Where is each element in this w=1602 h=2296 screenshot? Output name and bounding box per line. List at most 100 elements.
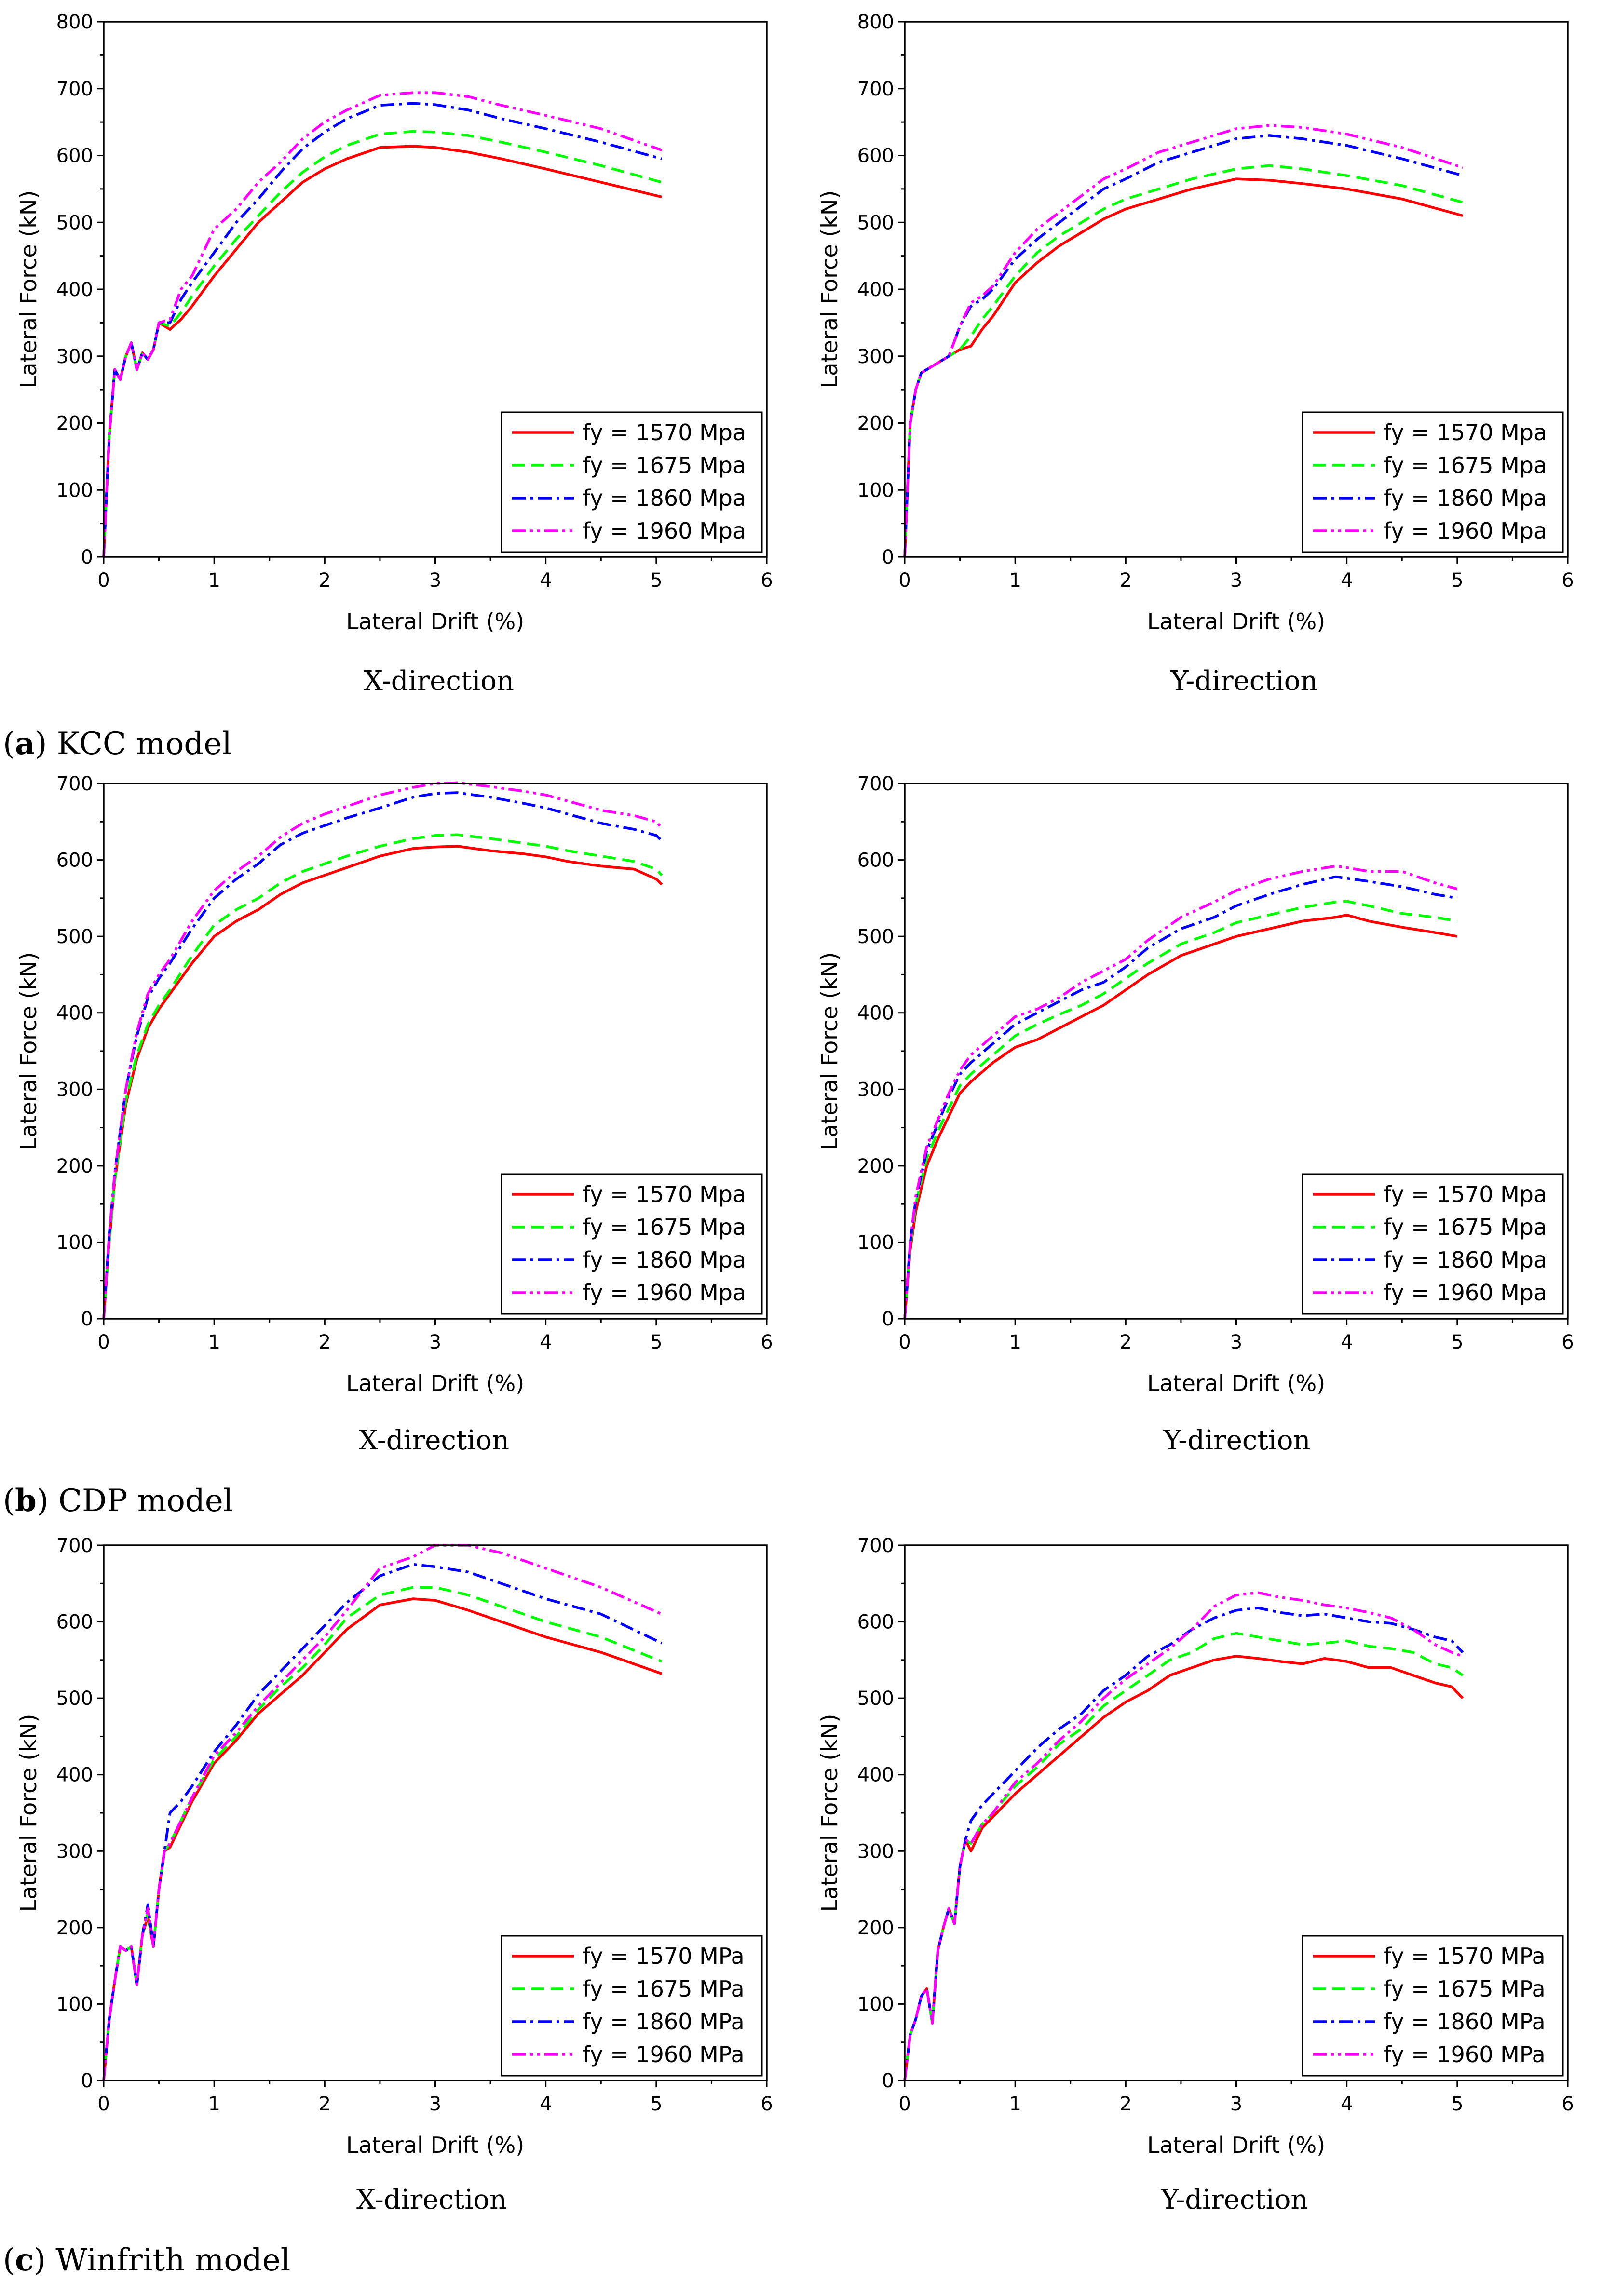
y-axis-title: Lateral Force (kN) [816, 952, 842, 1150]
y-axis-title: Lateral Force (kN) [15, 190, 41, 389]
legend-label: fy = 1570 Mpa [1384, 419, 1547, 446]
y-tick-label: 200 [857, 1917, 894, 1939]
x-tick-label: 5 [1451, 569, 1463, 592]
chart-a-x: 0 1 2 3 4 5 6 0 100 200 300 400 500 600 700 800 Lateral … [15, 11, 773, 635]
x-tick-label: 6 [760, 569, 773, 592]
legend-label: fy = 1860 Mpa [583, 485, 746, 511]
y-axis-title: Lateral Force (kN) [816, 190, 842, 389]
x-tick-label: 3 [1230, 569, 1242, 592]
direction-caption: X-direction [356, 2184, 507, 2215]
x-tick-label: 3 [1230, 1331, 1242, 1353]
x-tick-label: 4 [540, 569, 552, 592]
x-axis-title: Lateral Drift (%) [346, 1370, 524, 1396]
y-tick-label: 500 [857, 1688, 894, 1710]
y-tick-label: 600 [56, 1611, 93, 1634]
x-tick-label: 2 [319, 1331, 331, 1353]
panel-caption-a: (a) KCC model [3, 726, 232, 762]
series-line-3 [903, 124, 1464, 557]
x-tick-label: 0 [97, 2093, 109, 2115]
series-line-3 [102, 781, 663, 1319]
legend-label: fy = 1570 Mpa [583, 1181, 746, 1207]
y-axis-title: Lateral Force (kN) [816, 1714, 842, 1912]
series-line-3 [102, 1544, 663, 2081]
legend: fy = 1570 Mpa fy = 1675 Mpa fy = 1860 Mpa f… [1302, 411, 1564, 553]
direction-caption: Y-direction [1170, 665, 1318, 697]
y-tick-label: 700 [56, 78, 93, 100]
y-tick-label: 500 [56, 212, 93, 234]
legend-label: fy = 1860 MPa [583, 2009, 745, 2035]
legend-label: fy = 1675 Mpa [583, 1214, 746, 1240]
y-tick-label: 100 [857, 1993, 894, 2015]
x-tick-label: 6 [1561, 569, 1574, 592]
y-tick-label: 400 [857, 279, 894, 301]
x-axis-title: Lateral Drift (%) [1147, 1370, 1325, 1396]
x-tick-label: 4 [1341, 2093, 1353, 2115]
panel-letter: c [14, 2242, 34, 2278]
y-tick-label: 300 [857, 1840, 894, 1863]
chart-b-x: 0 1 2 3 4 5 6 0 100 200 300 400 500 600 700 Lateral Dri… [15, 773, 773, 1396]
y-tick-label: 0 [882, 1308, 894, 1330]
x-tick-label: 2 [1120, 569, 1132, 592]
y-axis-title: Lateral Force (kN) [15, 952, 41, 1150]
y-tick-label: 700 [56, 773, 93, 795]
legend-label: fy = 1860 Mpa [1384, 485, 1547, 511]
y-tick-label: 100 [56, 479, 93, 501]
x-tick-label: 2 [1120, 2093, 1132, 2115]
legend-label: fy = 1570 Mpa [1384, 1181, 1547, 1207]
series-line-1 [903, 900, 1458, 1319]
x-tick-label: 1 [208, 569, 220, 592]
legend-label: fy = 1960 Mpa [583, 1280, 746, 1306]
y-tick-label: 500 [857, 212, 894, 234]
series-line-1 [903, 164, 1464, 557]
y-tick-label: 200 [56, 1917, 93, 1939]
x-tick-label: 6 [760, 1331, 773, 1353]
panel-caption-b: (b) CDP model [3, 1483, 233, 1519]
x-tick-label: 1 [1009, 569, 1021, 592]
series-line-1 [102, 833, 663, 1319]
x-tick-label: 2 [319, 2093, 331, 2115]
y-axis-title: Lateral Force (kN) [15, 1714, 41, 1912]
direction-caption: Y-direction [1161, 2184, 1308, 2215]
y-tick-label: 100 [857, 479, 894, 501]
x-axis-title: Lateral Drift (%) [1147, 608, 1325, 635]
y-tick-label: 600 [857, 145, 894, 167]
x-tick-label: 5 [650, 2093, 662, 2115]
chart-a-y: 0 1 2 3 4 5 6 0 100 200 300 400 500 600 700 800 Lateral … [816, 11, 1574, 635]
y-tick-label: 100 [857, 1231, 894, 1254]
panel-caption-text: Winfrith model [45, 2242, 291, 2278]
x-tick-label: 4 [540, 2093, 552, 2115]
panel-letter: a [14, 726, 35, 762]
y-tick-label: 700 [857, 78, 894, 100]
x-tick-label: 4 [540, 1331, 552, 1353]
y-tick-label: 300 [56, 346, 93, 368]
y-tick-label: 600 [857, 850, 894, 872]
chart-c-y: 0 1 2 3 4 5 6 0 100 200 300 400 500 600 700 Lateral Dri… [816, 1535, 1574, 2158]
panel-caption-c: (c) Winfrith model [3, 2242, 291, 2278]
legend-label: fy = 1675 Mpa [1384, 1214, 1547, 1240]
series-line-3 [903, 1591, 1464, 2081]
legend-label: fy = 1960 MPa [1384, 2041, 1546, 2067]
y-tick-label: 600 [56, 145, 93, 167]
y-tick-label: 0 [882, 2070, 894, 2092]
x-axis-title: Lateral Drift (%) [346, 2132, 524, 2158]
legend-label: fy = 1960 Mpa [1384, 518, 1547, 544]
legend: fy = 1570 Mpa fy = 1675 Mpa fy = 1860 Mpa f… [1302, 1173, 1564, 1315]
x-tick-label: 5 [1451, 2093, 1463, 2115]
legend-label: fy = 1675 MPa [1384, 1976, 1546, 2002]
chart-c-x: 0 1 2 3 4 5 6 0 100 200 300 400 500 600 700 Lateral Dri… [15, 1535, 773, 2158]
series-line-2 [102, 791, 663, 1319]
x-tick-label: 3 [429, 2093, 441, 2115]
y-tick-label: 300 [56, 1840, 93, 1863]
x-tick-label: 0 [898, 2093, 910, 2115]
series-line-3 [102, 91, 663, 557]
legend-label: fy = 1860 MPa [1384, 2009, 1546, 2035]
legend: fy = 1570 Mpa fy = 1675 Mpa fy = 1860 Mpa f… [501, 1173, 763, 1315]
x-tick-label: 0 [898, 1331, 910, 1353]
x-tick-label: 3 [429, 569, 441, 592]
y-tick-label: 0 [81, 2070, 93, 2092]
legend-label: fy = 1960 MPa [583, 2041, 745, 2067]
x-tick-label: 5 [650, 569, 662, 592]
y-tick-label: 200 [857, 413, 894, 435]
x-tick-label: 6 [1561, 1331, 1574, 1353]
x-tick-label: 0 [97, 1331, 109, 1353]
